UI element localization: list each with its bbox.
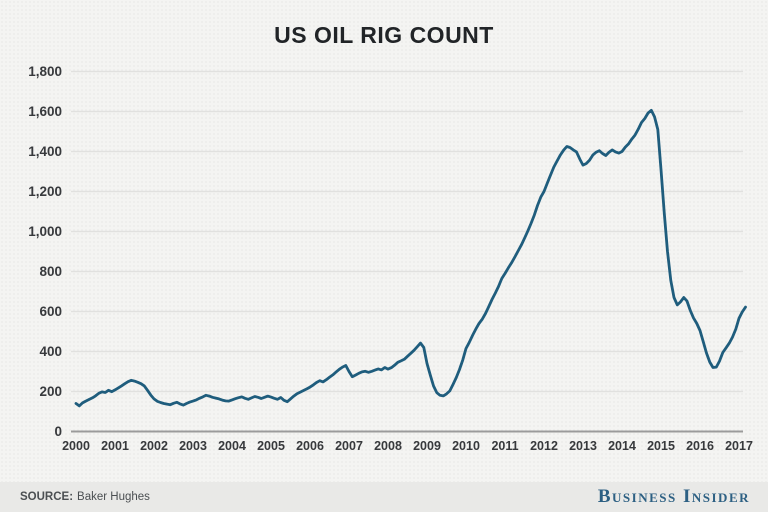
x-tick-label: 2007	[335, 439, 363, 453]
rig-count-chart: 0 200 400 600 800 1,000 1,200 1,400 1,600 1,800 20…	[28, 64, 753, 453]
y-tick-label: 1,800	[28, 64, 62, 79]
source-label: SOURCE:	[20, 491, 74, 503]
y-tick-label: 1,000	[28, 224, 62, 239]
chart-title: US OIL RIG COUNT	[274, 22, 494, 48]
x-tick-label: 2005	[257, 439, 285, 453]
x-tick-label: 2014	[608, 439, 636, 453]
x-tick-label: 2016	[686, 439, 714, 453]
x-tick-label: 2013	[569, 439, 597, 453]
x-tick-label: 2011	[491, 439, 518, 453]
x-tick-label: 2006	[296, 439, 324, 453]
source-value: Baker Hughes	[77, 491, 150, 503]
y-tick-label: 1,600	[28, 104, 62, 119]
footer: SOURCE: Baker Hughes Business Insider	[0, 482, 768, 512]
business-insider-logo: Business Insider	[597, 486, 750, 507]
source-attribution: SOURCE: Baker Hughes	[20, 491, 150, 503]
y-tick-label: 600	[39, 304, 62, 319]
rig-count-series-line	[74, 108, 747, 408]
y-tick-label: 400	[39, 344, 62, 359]
x-tick-label: 2015	[647, 439, 675, 453]
x-tick-label: 2012	[530, 439, 558, 453]
y-tick-label: 800	[39, 264, 62, 279]
x-tick-label: 2010	[452, 439, 480, 453]
y-tick-label: 200	[39, 384, 62, 399]
x-tick-label: 2017	[725, 439, 753, 453]
x-tick-label: 2009	[413, 439, 441, 453]
x-tick-label: 2000	[62, 439, 90, 453]
y-tick-label: 1,200	[28, 184, 62, 199]
x-tick-label: 2008	[374, 439, 402, 453]
y-tick-label: 1,400	[28, 144, 62, 159]
x-tick-label: 2004	[218, 439, 246, 453]
x-tick-label: 2001	[101, 439, 129, 453]
x-tick-label: 2002	[140, 439, 168, 453]
x-tick-label: 2003	[179, 439, 207, 453]
y-tick-label: 0	[54, 424, 62, 439]
